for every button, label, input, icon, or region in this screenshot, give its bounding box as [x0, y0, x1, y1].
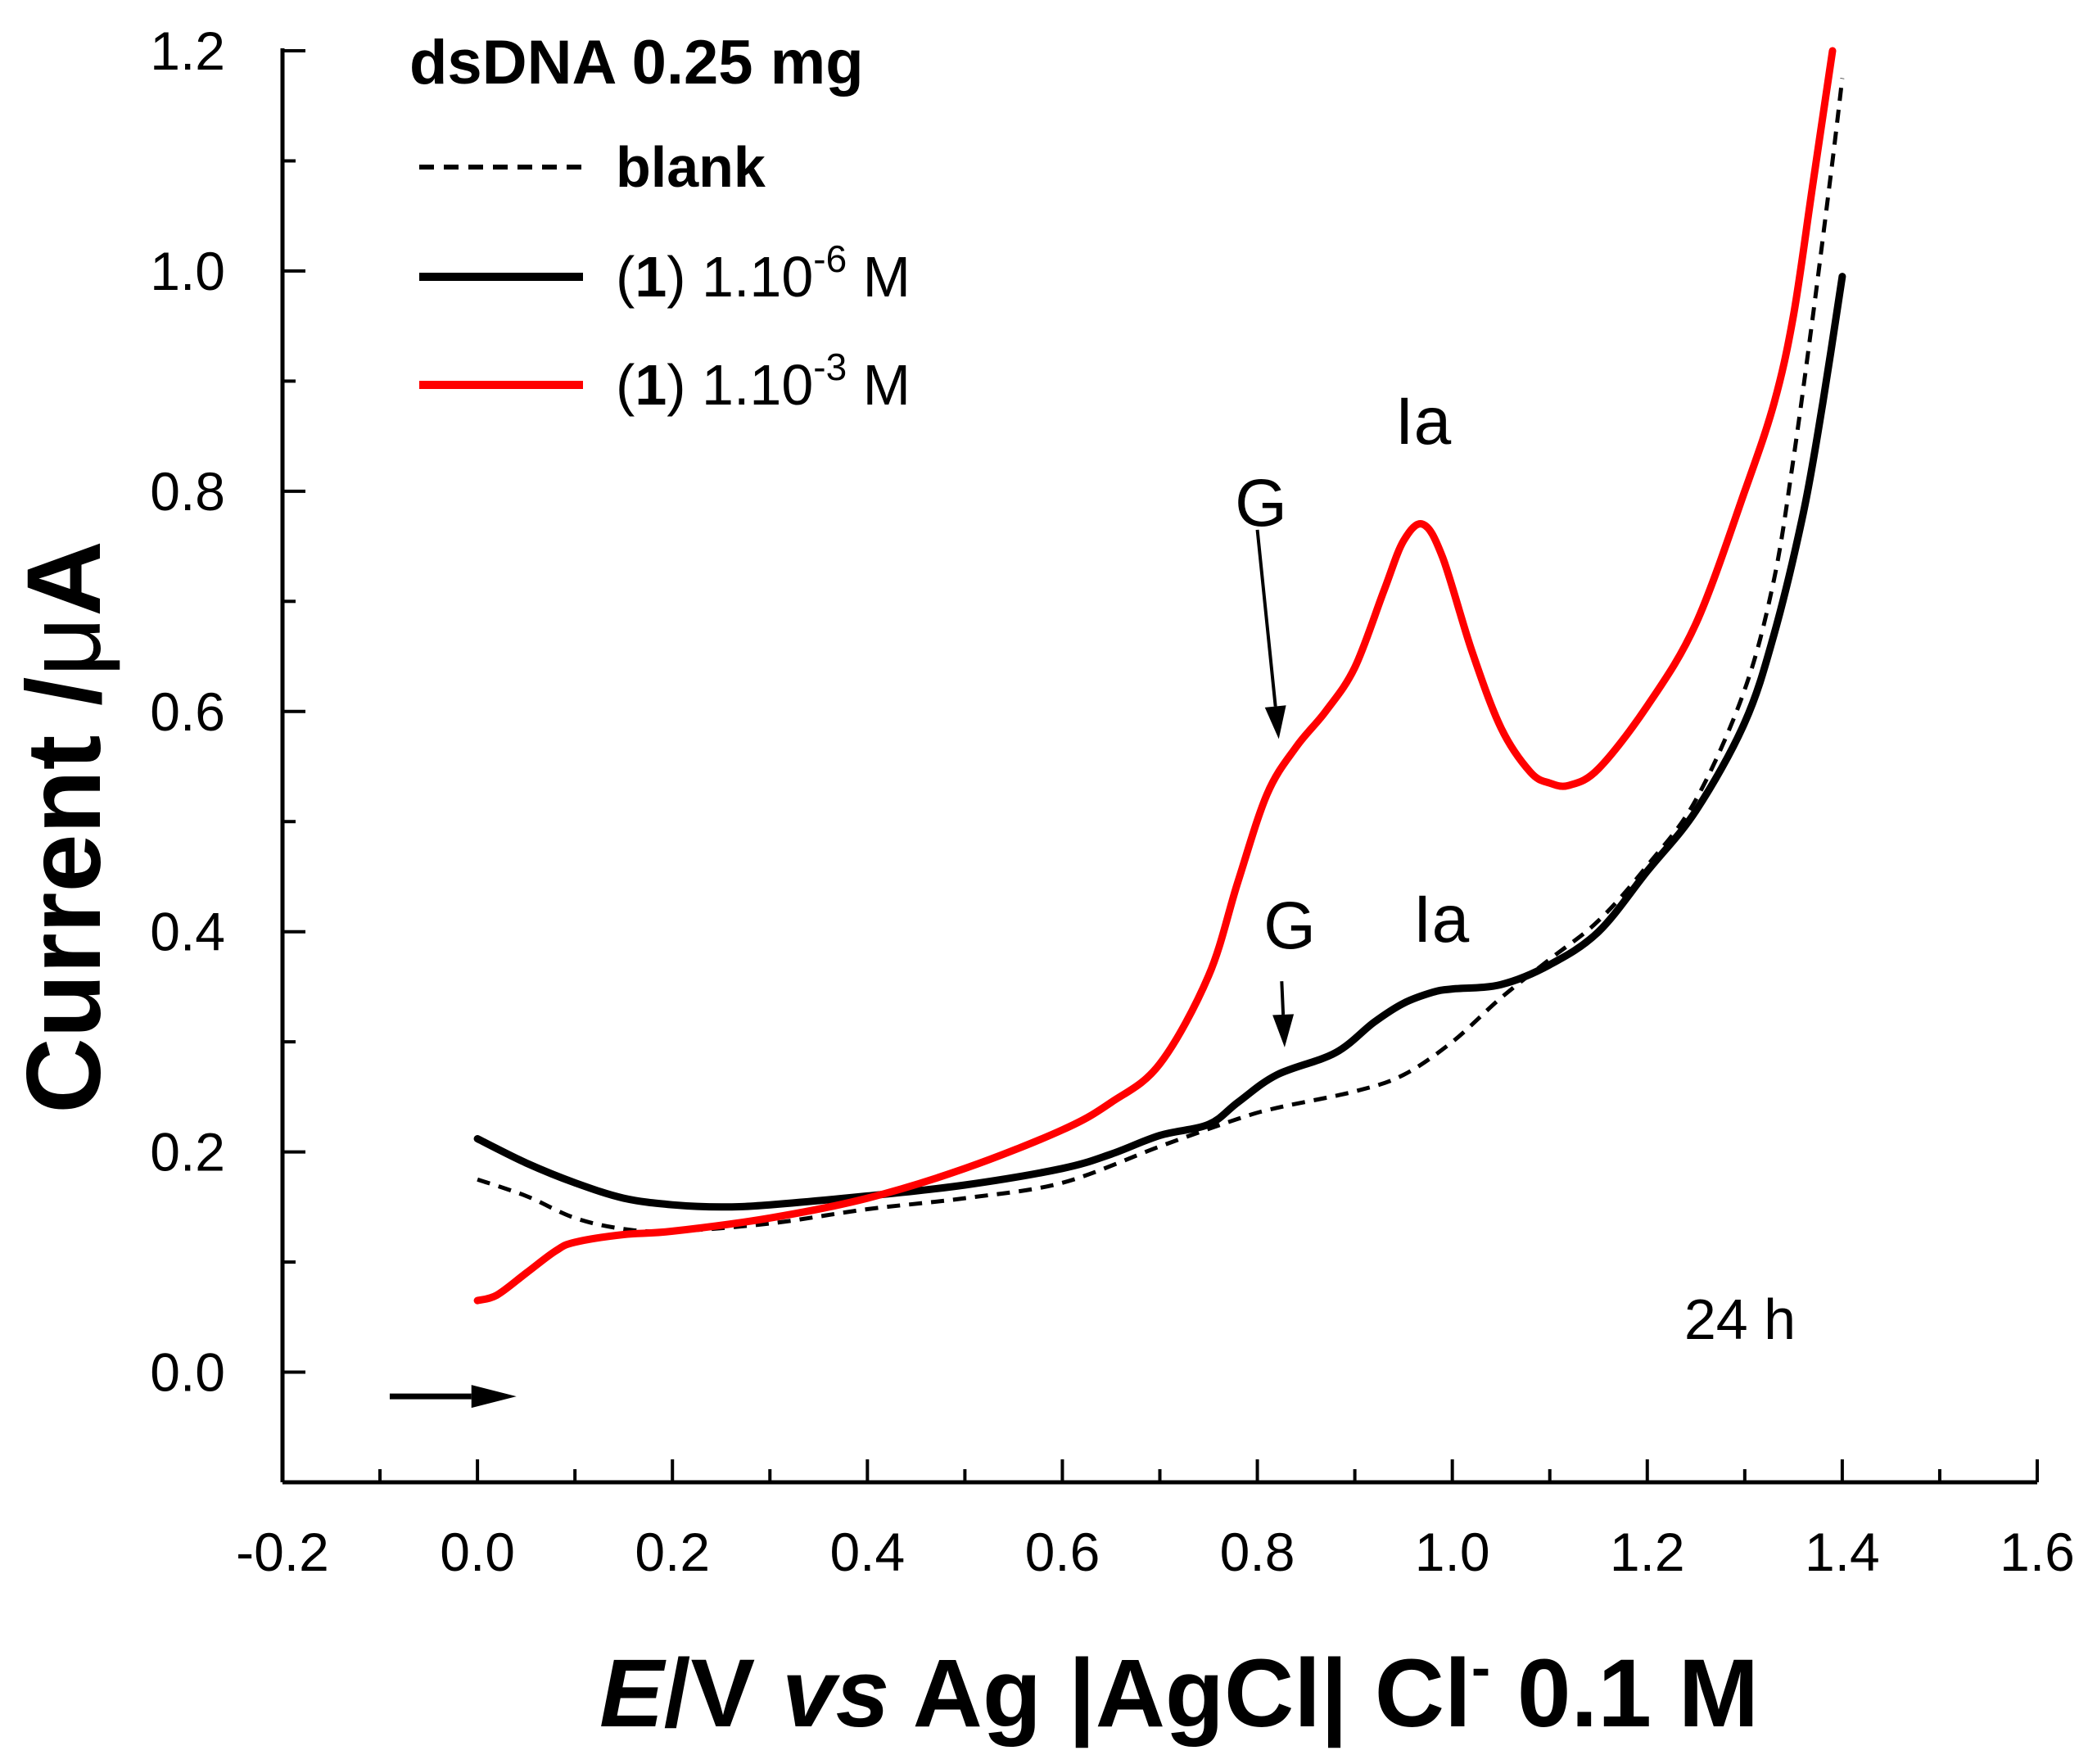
y-axis-title: Current /μA — [6, 541, 123, 1114]
x-tick-label: 0.6 — [1025, 1522, 1100, 1582]
x-axis-title: E/V vs Ag |AgCl| Cl- 0.1 M — [599, 1635, 1759, 1748]
x-tick-label: 1.6 — [2000, 1522, 2075, 1582]
series-line-blank — [477, 78, 1845, 1234]
red-g-arrow-shaft — [1255, 529, 1277, 707]
x-tick-label: 0.0 — [440, 1522, 515, 1582]
y-ticks: 0.0 0.2 0.4 0.6 0.8 1.0 1.2 — [150, 20, 305, 1484]
annotation-black-ia: Ia — [1413, 882, 1470, 957]
y-axis-title-mu: μ — [6, 617, 123, 677]
x-axis-title-part3: 0.1 M — [1490, 1640, 1759, 1748]
x-tick-label: -0.2 — [236, 1522, 329, 1582]
legend-c6-paren-open: ( — [616, 245, 635, 309]
x-axis-title-part2: Ag |AgCl| Cl — [889, 1640, 1471, 1748]
x-axis-title-vs: vs — [782, 1640, 889, 1748]
x-tick-label: 1.0 — [1415, 1522, 1490, 1582]
x-tick-label: 0.4 — [829, 1522, 905, 1582]
y-tick-label: 0.2 — [150, 1122, 225, 1183]
y-axis-title-prefix: Current / — [6, 676, 123, 1113]
x-axis-title-sup: - — [1471, 1635, 1490, 1699]
legend-c6-conc: 1.10 — [686, 245, 814, 309]
legend-label-c3: (1) 1.10-3 M — [616, 346, 911, 417]
legend-c3-exp: -3 — [813, 346, 847, 388]
annotation-time-label: 24 h — [1684, 1287, 1796, 1351]
legend-c6-unit: M — [847, 245, 911, 309]
annotation-black-g: G — [1263, 889, 1316, 963]
annotation-red-g: G — [1235, 466, 1287, 541]
y-tick-label: 0.8 — [150, 461, 225, 522]
legend-c3-conc: 1.10 — [686, 353, 814, 417]
legend-c3-num: 1 — [635, 353, 667, 417]
red-g-arrow-head — [1264, 705, 1286, 740]
legend-c3-paren-close: ) — [667, 353, 685, 417]
y-tick-label: 1.0 — [150, 241, 225, 301]
legend-c3-unit: M — [847, 353, 911, 417]
y-axis-title-unit: A — [6, 541, 123, 616]
series-line-c3 — [473, 47, 1837, 1305]
y-tick-label: 0.0 — [150, 1342, 225, 1403]
legend-c3-paren-open: ( — [616, 353, 635, 417]
x-tick-label: 0.2 — [635, 1522, 710, 1582]
x-tick-label: 0.8 — [1220, 1522, 1295, 1582]
legend-label-blank: blank — [616, 135, 766, 199]
y-tick-label: 1.2 — [150, 20, 225, 81]
series-line-c6 — [473, 273, 1846, 1211]
x-tick-label: 1.2 — [1610, 1522, 1685, 1582]
black-g-arrow-shaft — [1280, 981, 1286, 1015]
x-axis-title-part1: /V — [664, 1640, 782, 1748]
x-axis-title-e: E — [599, 1640, 667, 1748]
axes: -0.2 0.0 0.2 0.4 0.6 0.8 1.0 1.2 1.4 1.6 0.00.20.… — [150, 20, 2075, 1582]
black-g-arrow-head — [1272, 1014, 1295, 1047]
legend: dsDNA 0.25 mg blank (1) 1.10-6 M (1) 1.1… — [409, 28, 911, 417]
y-tick-label: 0.6 — [150, 681, 225, 742]
x-tick-label: 1.4 — [1805, 1522, 1880, 1582]
series-layer — [473, 47, 1846, 1305]
scan-direction-arrow-head — [471, 1385, 517, 1409]
legend-c6-paren-close: ) — [667, 245, 685, 309]
legend-label-c6: (1) 1.10-6 M — [616, 237, 911, 309]
x-ticks: -0.2 0.0 0.2 0.4 0.6 0.8 1.0 1.2 1.4 1.6 — [236, 1459, 2075, 1582]
legend-c6-num: 1 — [635, 245, 667, 309]
annotation-red-ia: Ia — [1395, 384, 1452, 459]
y-tick-label: 0.4 — [150, 902, 225, 962]
annotation-arrows — [389, 529, 1295, 1409]
legend-c6-exp: -6 — [813, 237, 847, 280]
legend-title: dsDNA 0.25 mg — [409, 28, 864, 97]
